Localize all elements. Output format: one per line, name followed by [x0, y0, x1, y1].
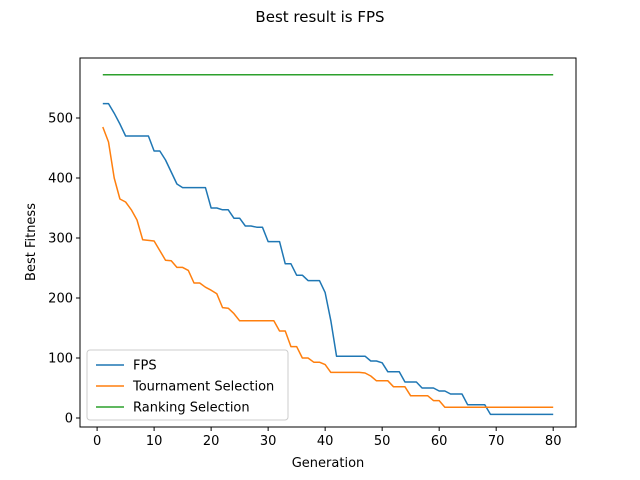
y-tick-label: 200 — [48, 292, 73, 307]
series-layer — [102, 74, 554, 416]
x-tick-label: 20 — [203, 434, 220, 449]
legend: FPS Tournament Selection Ranking Selection — [86, 349, 289, 421]
y-tick-label: 400 — [48, 172, 73, 187]
series-line-1 — [102, 102, 554, 416]
x-tick-label: 30 — [260, 434, 277, 449]
x-tick-label: 80 — [545, 434, 562, 449]
legend-label-1: FPS — [133, 359, 157, 374]
y-tick-label: 300 — [48, 232, 73, 247]
x-axis-ticks: 0 10 20 30 40 50 60 70 80 — [93, 427, 562, 449]
legend-label-3: Ranking Selection — [133, 401, 250, 416]
y-axis-ticks: 0 100 200 300 400 500 — [48, 112, 80, 427]
x-tick-label: 0 — [93, 434, 101, 449]
legend-label-2: Tournament Selection — [132, 380, 274, 395]
x-tick-label: 60 — [431, 434, 448, 449]
plot-area-frame — [79, 57, 577, 428]
x-tick-label: 10 — [146, 434, 163, 449]
y-tick-label: 0 — [65, 412, 73, 427]
y-tick-label: 100 — [48, 352, 73, 367]
y-tick-label: 500 — [48, 112, 73, 127]
x-tick-label: 50 — [374, 434, 391, 449]
x-tick-label: 40 — [317, 434, 334, 449]
chart-title: Best result is FPS — [255, 8, 384, 26]
legend-frame — [86, 349, 289, 421]
series-line-2 — [102, 126, 554, 408]
x-tick-label: 70 — [488, 434, 505, 449]
y-axis-label: Best Fitness — [24, 203, 39, 281]
x-axis-label: Generation — [292, 456, 365, 471]
